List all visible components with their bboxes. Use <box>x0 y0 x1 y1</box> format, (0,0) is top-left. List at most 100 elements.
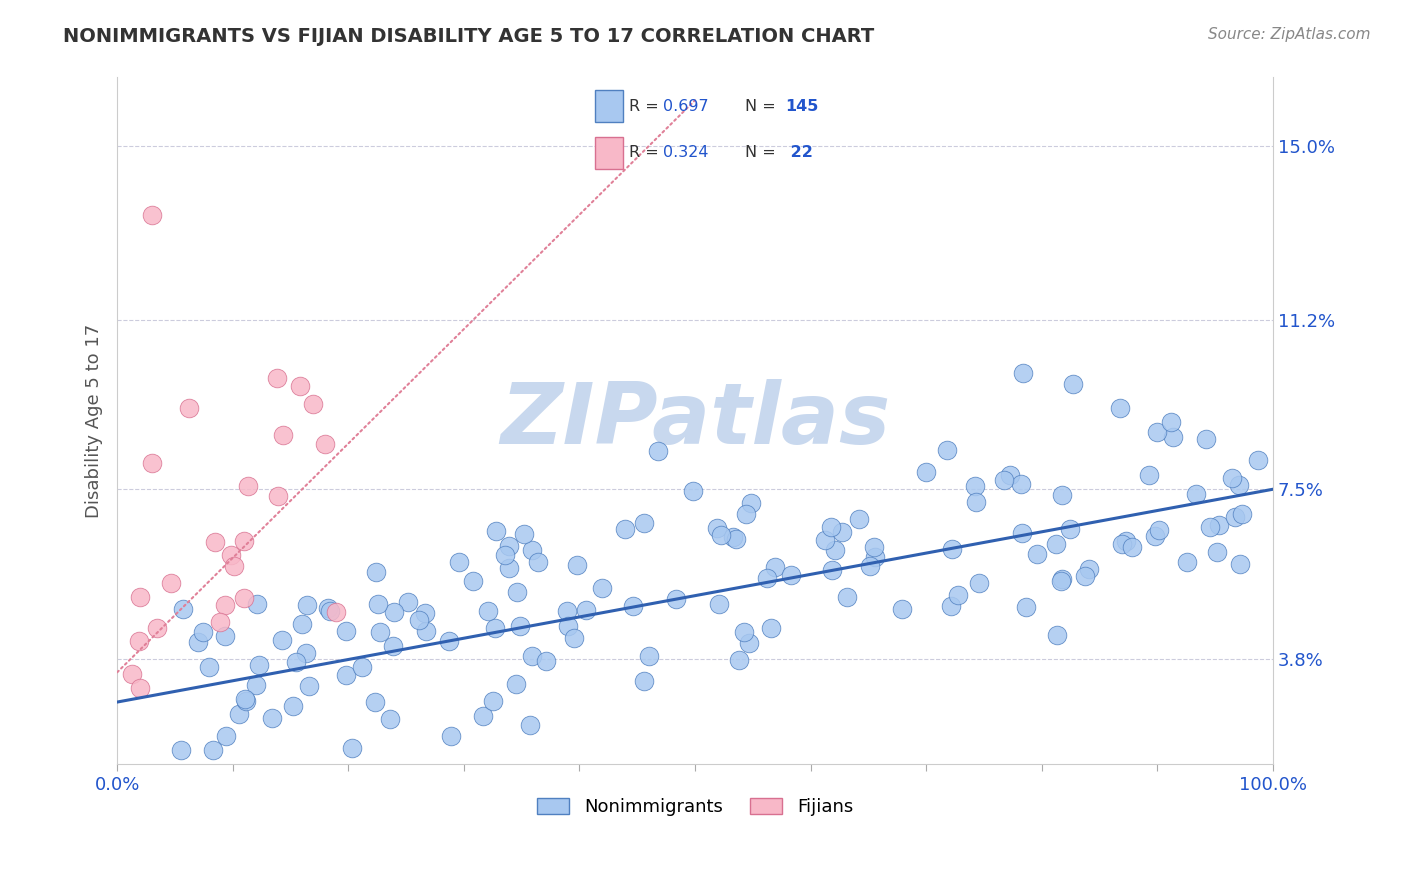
Point <box>848 512 870 526</box>
Point <box>187 634 209 648</box>
Point <box>505 676 527 690</box>
Point <box>288 379 311 393</box>
Point <box>759 621 782 635</box>
Point <box>1050 574 1073 589</box>
Point <box>1121 540 1143 554</box>
Point <box>1059 522 1081 536</box>
Point <box>477 604 499 618</box>
Point <box>498 560 520 574</box>
Point <box>1195 432 1218 446</box>
Point <box>1137 467 1160 482</box>
Point <box>509 619 531 633</box>
Point <box>159 576 181 591</box>
Point <box>271 428 294 442</box>
Point <box>233 692 256 706</box>
Point <box>682 484 704 499</box>
Point <box>413 606 436 620</box>
Text: N =: N = <box>745 99 782 114</box>
Point <box>965 494 987 508</box>
Point <box>939 599 962 613</box>
Point <box>1074 568 1097 582</box>
Point <box>527 555 550 569</box>
Point <box>1229 557 1251 571</box>
Point <box>266 371 288 385</box>
Point <box>214 630 236 644</box>
Point <box>1062 376 1084 391</box>
Point <box>1247 453 1270 467</box>
Point <box>246 598 269 612</box>
Point <box>485 524 508 538</box>
Point <box>283 698 305 713</box>
Text: R =: R = <box>630 99 664 114</box>
Point <box>170 743 193 757</box>
Point <box>763 560 786 574</box>
Point <box>128 633 150 648</box>
Point <box>520 649 543 664</box>
Point <box>734 625 756 640</box>
Point <box>707 597 730 611</box>
Point <box>738 636 761 650</box>
Point <box>172 602 194 616</box>
Point <box>191 625 214 640</box>
Point <box>735 507 758 521</box>
Point <box>1184 486 1206 500</box>
Legend: Nonimmigrants, Fijians: Nonimmigrants, Fijians <box>530 790 860 823</box>
Point <box>1205 545 1227 559</box>
Point <box>1046 628 1069 642</box>
Point <box>222 558 245 573</box>
Point <box>1230 507 1253 521</box>
Point <box>1015 600 1038 615</box>
Point <box>298 679 321 693</box>
Point <box>363 695 385 709</box>
Point <box>408 613 430 627</box>
Point <box>1050 572 1073 586</box>
Point <box>780 568 803 582</box>
Point <box>1161 430 1184 444</box>
Point <box>461 574 484 588</box>
Point <box>396 595 419 609</box>
Point <box>831 524 853 539</box>
Point <box>1010 476 1032 491</box>
Point <box>835 590 858 604</box>
Point <box>204 535 226 549</box>
Point <box>219 548 242 562</box>
Point <box>614 522 637 536</box>
Point <box>1199 520 1222 534</box>
Point <box>1223 510 1246 524</box>
Text: 22: 22 <box>786 145 813 161</box>
Point <box>335 668 357 682</box>
Point <box>1011 366 1033 380</box>
Point <box>232 534 254 549</box>
Point <box>121 667 143 681</box>
Point <box>1045 536 1067 550</box>
Point <box>946 588 969 602</box>
Point <box>993 473 1015 487</box>
Point <box>378 712 401 726</box>
Point <box>236 479 259 493</box>
Point <box>314 436 336 450</box>
Text: R =: R = <box>630 145 664 161</box>
Point <box>1227 478 1250 492</box>
Point <box>1109 401 1132 415</box>
Point <box>998 467 1021 482</box>
Point <box>520 543 543 558</box>
Point <box>723 530 745 544</box>
Point <box>1220 471 1243 485</box>
Point <box>208 615 231 629</box>
Text: ZIPatlas: ZIPatlas <box>501 379 890 462</box>
Point <box>706 521 728 535</box>
Point <box>201 743 224 757</box>
Point <box>366 565 388 579</box>
Point <box>214 598 236 612</box>
Point <box>228 706 250 721</box>
Point <box>519 718 541 732</box>
Point <box>301 397 323 411</box>
FancyBboxPatch shape <box>595 90 623 122</box>
Point <box>141 208 163 222</box>
Point <box>965 479 987 493</box>
Point <box>1143 529 1166 543</box>
Point <box>316 601 339 615</box>
Point <box>482 694 505 708</box>
Text: 145: 145 <box>786 99 818 114</box>
Point <box>814 533 837 547</box>
